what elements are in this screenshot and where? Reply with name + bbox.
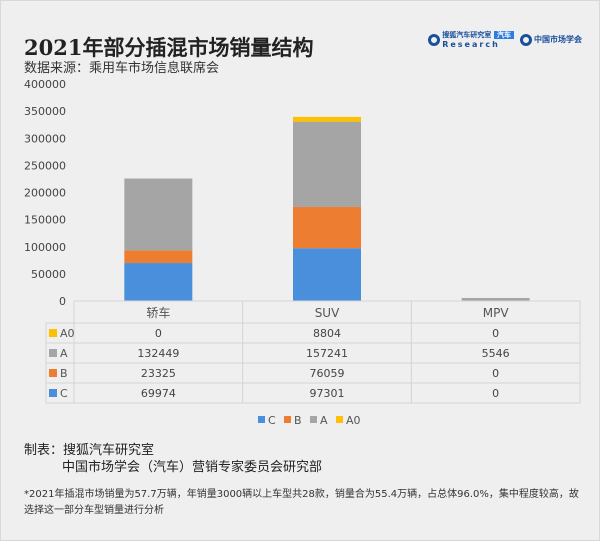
y-tick-label: 200000: [24, 187, 66, 200]
y-tick-label: 300000: [24, 132, 66, 145]
legend-swatch-C: [258, 416, 265, 423]
y-tick-label: 150000: [24, 214, 66, 227]
table-cell: 0: [492, 387, 499, 400]
bar-A0-1: [293, 116, 361, 122]
logo1-research-text: Research: [442, 40, 500, 49]
table-cell: 69974: [141, 387, 176, 400]
legend-label: A: [320, 414, 328, 427]
table-cell: 23325: [141, 367, 176, 380]
cms-logo: 中国市场学会: [520, 33, 582, 46]
legend-swatch-A: [310, 416, 317, 423]
bar-A-2: [461, 297, 530, 301]
logo1-tag: 汽车: [494, 31, 514, 39]
category-label: SUV: [315, 306, 340, 320]
category-label: 轿车: [146, 305, 170, 320]
table-cell: 0: [492, 367, 499, 380]
legend-key-A0: [49, 329, 57, 337]
logos: 搜狐汽车研究室 汽车 Research 中国市场学会: [428, 30, 582, 49]
table-cell: 132449: [137, 347, 179, 360]
logo1-text: 搜狐汽车研究室: [442, 31, 492, 39]
table-cell: 8804: [313, 327, 341, 340]
stacked-bar-chart: 0 50000 100000 150000 200000 250000 300000 3500…: [24, 78, 581, 427]
data-source: 数据来源：乘用车市场信息联席会: [24, 61, 220, 76]
footnote: *2021年插混市场销量为57.7万辆，年销量3000辆以上车型共28款，销量合…: [24, 489, 579, 516]
legend-swatch-A0: [336, 416, 343, 423]
row-label: A0: [60, 327, 75, 340]
bar-C-1: [293, 248, 361, 301]
table-cell: 0: [155, 327, 162, 340]
legend-swatch-B: [284, 416, 291, 423]
legend-label: A0: [346, 414, 361, 427]
legend-key-C: [49, 389, 57, 397]
category-label: MPV: [483, 306, 510, 320]
bar-A-0: [124, 178, 193, 251]
table-cell: 76059: [310, 367, 345, 380]
legend-key-A: [49, 349, 57, 357]
y-tick-label: 400000: [24, 78, 66, 91]
logo2-text: 中国市场学会: [534, 35, 582, 44]
table-cell: 0: [492, 327, 499, 340]
maker-block: 制表：搜狐汽车研究室 中国市场学会（汽车）营销专家委员会研究部: [24, 442, 322, 476]
q-logo-icon: [428, 33, 441, 46]
legend-label: B: [294, 414, 302, 427]
y-tick-label: 250000: [24, 159, 66, 172]
row-label: A: [60, 347, 68, 360]
bar-A-1: [293, 121, 361, 207]
maker-label: 制表：: [24, 443, 64, 458]
y-tick-label: 100000: [24, 241, 66, 254]
legend-key-B: [49, 369, 57, 377]
sohu-research-logo: 搜狐汽车研究室 汽车 Research: [428, 30, 514, 49]
q-logo-icon: [520, 33, 532, 46]
table-cell: 157241: [306, 347, 348, 360]
table-cell: 97301: [310, 387, 345, 400]
maker-2: 中国市场学会（汽车）营销专家委员会研究部: [62, 460, 323, 475]
legend-label: C: [268, 414, 276, 427]
y-tick-label: 350000: [24, 105, 66, 118]
row-label: C: [60, 387, 68, 400]
bar-B-1: [293, 206, 361, 249]
bar-B-0: [124, 250, 193, 264]
logo1-text-block: 搜狐汽车研究室 汽车 Research: [442, 30, 514, 49]
maker-1: 搜狐汽车研究室: [63, 443, 155, 458]
table-cell: 5546: [482, 347, 510, 360]
row-label: B: [60, 367, 68, 380]
chart-title: 2021年部分插混市场销量结构: [24, 35, 314, 60]
y-tick-label: 0: [59, 295, 66, 308]
y-tick-label: 50000: [31, 268, 66, 281]
logo1-top-row: 搜狐汽车研究室 汽车: [442, 30, 514, 40]
bar-C-0: [124, 263, 193, 301]
